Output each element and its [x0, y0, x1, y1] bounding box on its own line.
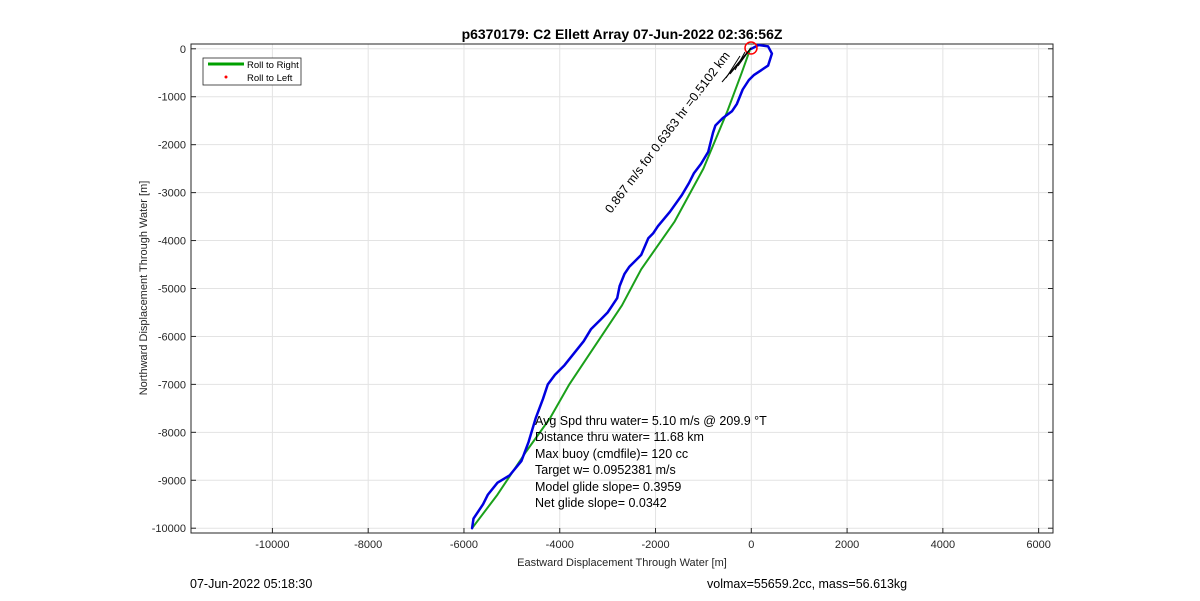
y-tick-label: -4000	[158, 236, 186, 248]
legend: Roll to Right Roll to Left	[202, 57, 302, 86]
footer-timestamp: 07-Jun-2022 05:18:30	[190, 577, 312, 591]
chart-title: p6370179: C2 Ellett Array 07-Jun-2022 02…	[462, 26, 783, 42]
y-tick-label: -5000	[158, 284, 186, 296]
legend-label-roll-right: Roll to Right	[247, 60, 299, 71]
series-roll-right-line	[471, 47, 752, 530]
x-tick-label: 6000	[1026, 539, 1050, 551]
heading-arrows	[721, 47, 752, 83]
series-lines	[470, 43, 774, 530]
y-tick-label: -2000	[158, 140, 186, 152]
y-axis-label: Northward Displacement Through Water [m]	[138, 181, 150, 396]
x-tick-label: -4000	[546, 539, 574, 551]
x-tick-label: -2000	[641, 539, 669, 551]
x-tick-label: -6000	[450, 539, 478, 551]
stats-annotations: Avg Spd thru water= 5.10 m/s @ 209.9 °T …	[535, 414, 767, 510]
annotation-max-buoy: Max buoy (cmdfile)= 120 cc	[535, 447, 688, 461]
y-tick-label: -8000	[158, 427, 186, 439]
x-tick-label: 2000	[835, 539, 859, 551]
y-tick-label: 0	[180, 44, 186, 56]
x-tick-label: -10000	[255, 539, 289, 551]
legend-marker-roll-left	[224, 75, 228, 79]
y-tick-label: -6000	[158, 331, 186, 343]
x-tick-label: 4000	[931, 539, 955, 551]
legend-label-roll-left: Roll to Left	[247, 73, 293, 84]
annotation-avg-speed: Avg Spd thru water= 5.10 m/s @ 209.9 °T	[535, 414, 767, 428]
annotation-distance: Distance thru water= 11.68 km	[535, 430, 704, 444]
y-tick-label: -3000	[158, 188, 186, 200]
grid-lines	[191, 44, 1053, 533]
x-axis-label: Eastward Displacement Through Water [m]	[517, 557, 727, 569]
y-tick-labels: 0 -1000 -2000 -3000 -4000 -5000 -6000 -7000 -800…	[152, 44, 1053, 535]
y-tick-label: -9000	[158, 475, 186, 487]
y-tick-label: -10000	[152, 523, 186, 535]
origin-marker	[744, 41, 758, 55]
annotation-target-w: Target w= 0.0952381 m/s	[535, 463, 676, 477]
footer-vol-mass: volmax=55659.2cc, mass=56.613kg	[707, 577, 907, 591]
annotation-net-glide: Net glide slope= 0.0342	[535, 496, 667, 510]
x-tick-label: -8000	[354, 539, 382, 551]
series-trajectory-line	[470, 43, 774, 530]
y-tick-label: -7000	[158, 379, 186, 391]
x-tick-labels: -10000 -8000 -6000 -4000 -2000 0 2000 4000 6000	[255, 528, 1051, 551]
annotation-model-glide: Model glide slope= 0.3959	[535, 480, 681, 494]
x-tick-label: 0	[748, 539, 754, 551]
y-tick-label: -1000	[158, 92, 186, 104]
